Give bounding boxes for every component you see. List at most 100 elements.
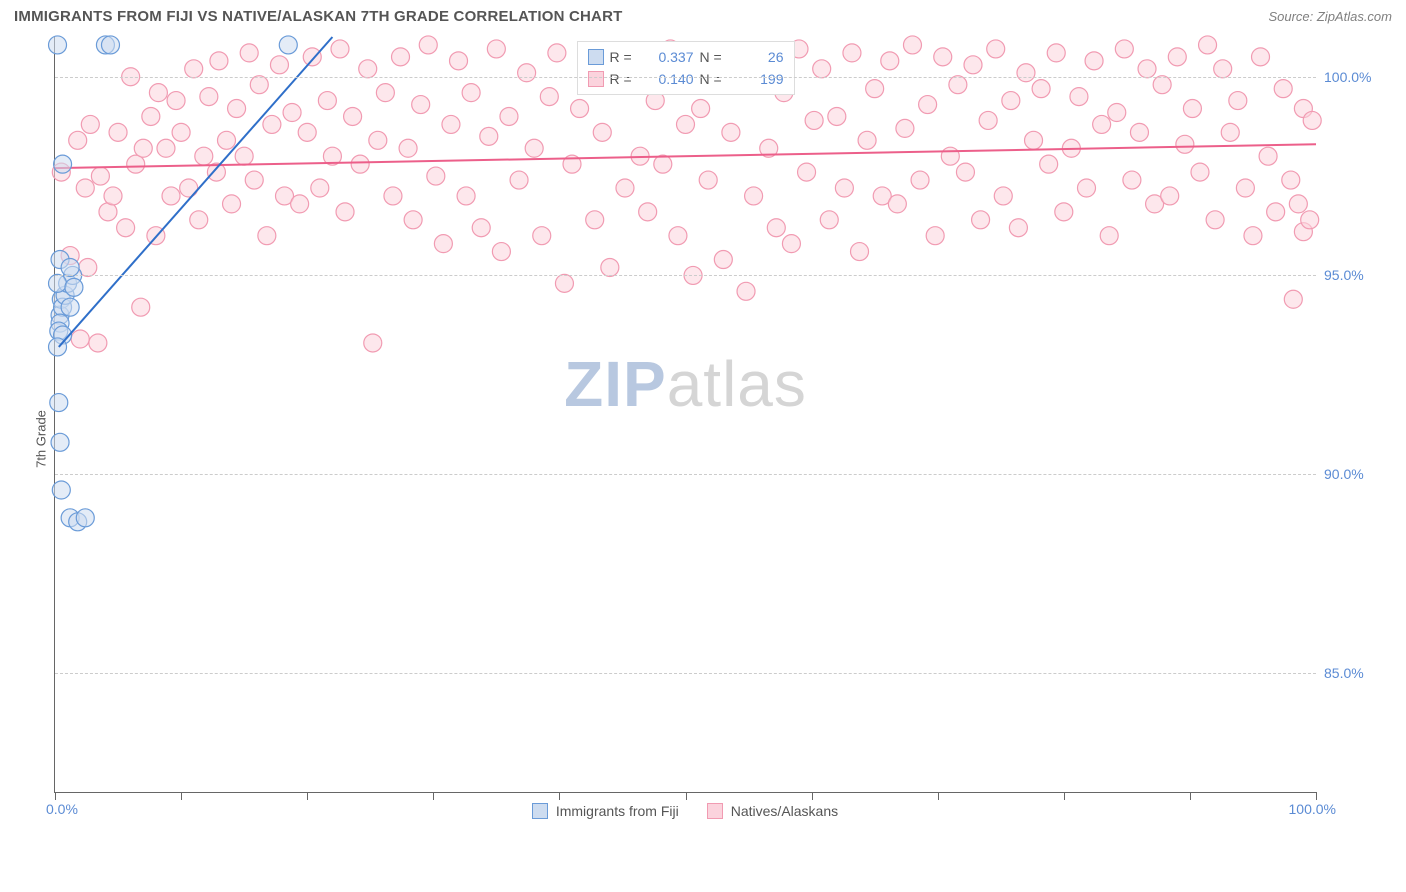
data-point <box>49 274 67 292</box>
stat-label: R = <box>610 68 638 90</box>
data-point <box>1301 211 1319 229</box>
data-point <box>223 195 241 213</box>
data-point <box>99 203 117 221</box>
data-point <box>1183 100 1201 118</box>
stat-label: R = <box>610 46 638 68</box>
legend-swatch <box>588 71 604 87</box>
legend-label: Immigrants from Fiji <box>556 803 679 819</box>
data-point <box>54 155 72 173</box>
data-point <box>593 123 611 141</box>
data-point <box>601 258 619 276</box>
plot-area: ZIPatlas R =0.337N =26R =0.140N =199 85.… <box>54 37 1316 793</box>
data-point <box>1025 131 1043 149</box>
data-point <box>1085 52 1103 70</box>
data-point <box>392 48 410 66</box>
data-point <box>240 44 258 62</box>
legend-item: Natives/Alaskans <box>707 803 838 819</box>
data-point <box>941 147 959 165</box>
data-point <box>820 211 838 229</box>
data-point <box>669 227 687 245</box>
data-point <box>1289 195 1307 213</box>
legend-item: Immigrants from Fiji <box>532 803 679 819</box>
data-point <box>279 36 297 54</box>
data-point <box>616 179 634 197</box>
data-point <box>190 211 208 229</box>
data-point <box>533 227 551 245</box>
data-point <box>1214 60 1232 78</box>
data-point <box>291 195 309 213</box>
data-point <box>384 187 402 205</box>
legend-swatch <box>588 49 604 65</box>
y-tick-label: 85.0% <box>1324 665 1386 681</box>
data-point <box>1236 179 1254 197</box>
stat-label: N = <box>700 46 728 68</box>
data-point <box>994 187 1012 205</box>
legend-label: Natives/Alaskans <box>731 803 838 819</box>
data-point <box>896 119 914 137</box>
data-point <box>369 131 387 149</box>
data-point <box>76 179 94 197</box>
legend-swatch <box>532 803 548 819</box>
data-point <box>1259 147 1277 165</box>
data-point <box>1244 227 1262 245</box>
data-point <box>76 509 94 527</box>
data-point <box>359 60 377 78</box>
data-point <box>1047 44 1065 62</box>
data-point <box>881 52 899 70</box>
data-point <box>331 40 349 58</box>
data-point <box>525 139 543 157</box>
data-point <box>1161 187 1179 205</box>
data-point <box>492 243 510 261</box>
data-point <box>639 203 657 221</box>
data-point <box>142 107 160 125</box>
data-point <box>1274 80 1292 98</box>
data-point <box>69 131 87 149</box>
data-point <box>934 48 952 66</box>
data-point <box>1282 171 1300 189</box>
data-point <box>132 298 150 316</box>
data-point <box>1077 179 1095 197</box>
data-point <box>195 147 213 165</box>
data-point <box>1055 203 1073 221</box>
source-attribution: Source: ZipAtlas.com <box>1268 9 1392 24</box>
data-point <box>1123 171 1141 189</box>
data-point <box>835 179 853 197</box>
data-point <box>813 60 831 78</box>
data-point <box>228 100 246 118</box>
data-point <box>344 107 362 125</box>
data-point <box>101 36 119 54</box>
stat-value: 26 <box>734 46 784 68</box>
data-point <box>399 139 417 157</box>
bottom-legend: Immigrants from Fiji Natives/Alaskans <box>54 799 1316 823</box>
data-point <box>434 235 452 253</box>
data-point <box>50 394 68 412</box>
data-point <box>180 179 198 197</box>
data-point <box>956 163 974 181</box>
data-point <box>65 278 83 296</box>
y-tick-label: 95.0% <box>1324 267 1386 283</box>
data-point <box>117 219 135 237</box>
data-point <box>949 76 967 94</box>
data-point <box>1191 163 1209 181</box>
data-point <box>866 80 884 98</box>
data-point <box>81 115 99 133</box>
data-point <box>311 179 329 197</box>
gridline <box>55 673 1316 674</box>
data-point <box>167 92 185 110</box>
gridline <box>55 275 1316 276</box>
data-point <box>412 96 430 114</box>
data-point <box>217 131 235 149</box>
data-point <box>462 84 480 102</box>
data-point <box>134 139 152 157</box>
data-point <box>404 211 422 229</box>
data-point <box>1229 92 1247 110</box>
data-point <box>737 282 755 300</box>
data-point <box>1093 115 1111 133</box>
data-point <box>51 433 69 451</box>
data-point <box>270 56 288 74</box>
data-point <box>149 84 167 102</box>
legend-swatch <box>707 803 723 819</box>
data-point <box>185 60 203 78</box>
stat-label: N = <box>700 68 728 90</box>
data-point <box>1284 290 1302 308</box>
